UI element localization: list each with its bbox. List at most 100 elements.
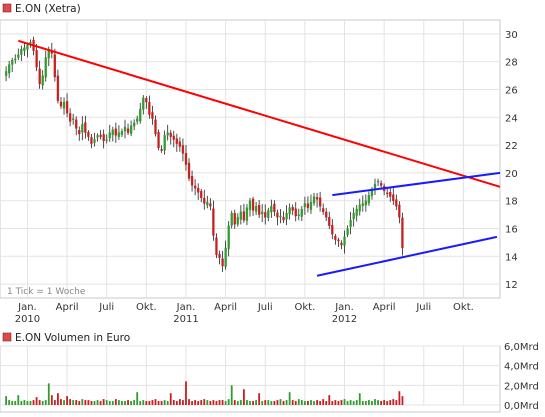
candle-up	[288, 207, 291, 215]
volume-bar	[380, 401, 382, 405]
candle-down	[53, 54, 57, 78]
volume-bar	[377, 400, 379, 405]
candle-down	[251, 198, 255, 211]
candle-down	[157, 131, 160, 149]
x-tick-label: April	[373, 302, 396, 313]
volume-bar	[145, 401, 148, 405]
candle-up	[297, 214, 300, 217]
volume-bar	[172, 400, 175, 405]
price-y-tick-label: 26	[505, 86, 518, 97]
volume-bar	[300, 400, 303, 405]
candle-down	[291, 207, 294, 211]
candle-up	[142, 97, 145, 110]
candle-up	[355, 208, 358, 216]
trend-line-channel-upper	[332, 171, 501, 197]
volume-bar	[194, 400, 197, 405]
candle-down	[276, 212, 279, 218]
tick-note: 1 Tick = 1 Woche	[7, 287, 86, 297]
candle-down	[273, 203, 276, 212]
candle-down	[38, 68, 41, 85]
candle-down	[68, 113, 72, 122]
candle-down	[318, 197, 322, 207]
volume-y-tick-label: 0,0Mrd	[504, 401, 539, 412]
candle-down	[35, 50, 38, 68]
candle-down	[389, 192, 392, 197]
volume-bar	[221, 400, 224, 405]
candle-up	[309, 201, 313, 210]
candle-down	[175, 138, 178, 144]
volume-bar	[243, 389, 245, 405]
volume-bar	[364, 401, 367, 405]
candle-down	[154, 119, 157, 135]
candle-up	[23, 47, 26, 52]
volume-bar	[371, 401, 373, 405]
volume-bar	[53, 400, 56, 405]
volume-bar	[29, 401, 32, 405]
x-tick-label: Jan.	[17, 302, 37, 313]
candle-down	[233, 213, 236, 225]
x-tick-label: April	[214, 302, 237, 313]
price-y-axis: 12 14 16 18 20 22 24 26 28 30	[505, 30, 518, 291]
x-tick-label: Juli	[257, 302, 273, 313]
volume-bar	[227, 399, 230, 405]
candle-up	[279, 215, 282, 218]
x-tick-year-label: 2010	[15, 314, 40, 325]
volume-bar	[255, 400, 257, 405]
candle-down	[187, 162, 191, 179]
candle-up	[11, 60, 14, 65]
candle-down	[90, 137, 93, 144]
candle-up	[44, 57, 47, 78]
candle-up	[352, 213, 355, 220]
volume-bar	[282, 401, 285, 405]
candle-down	[172, 135, 175, 140]
price-y-tick-label: 12	[505, 280, 518, 291]
candle-down	[184, 153, 188, 165]
volume-bar	[38, 400, 41, 405]
candle-up	[230, 213, 233, 226]
candle-up	[349, 220, 352, 227]
volume-bar	[230, 385, 233, 405]
volume-bar	[148, 401, 151, 405]
volume-bar	[200, 400, 203, 405]
volume-bar	[160, 401, 163, 405]
candle-up	[8, 64, 11, 74]
volume-bar	[218, 400, 221, 405]
volume-bar	[392, 399, 395, 405]
volume-bar	[334, 400, 337, 405]
volume-bar	[5, 396, 7, 405]
volume-bar	[267, 400, 270, 405]
volume-bar	[87, 400, 90, 405]
volume-bar	[96, 400, 99, 405]
candle-up	[26, 44, 29, 50]
volume-bar	[398, 391, 401, 405]
volume-bar	[182, 400, 184, 405]
volume-bar	[90, 401, 93, 405]
volume-bar	[239, 400, 242, 405]
price-legend-square	[2, 3, 12, 13]
candle-up	[4, 71, 8, 76]
volume-bar	[105, 400, 108, 405]
volume-bar	[63, 400, 65, 405]
candle-up	[343, 236, 346, 246]
volume-bar	[261, 401, 264, 405]
candle-up	[270, 206, 273, 213]
volume-bar	[75, 400, 78, 405]
volume-bar	[212, 400, 215, 405]
candle-up	[239, 211, 242, 220]
volume-bar	[108, 401, 111, 405]
price-panel-frame	[0, 19, 501, 299]
x-tick-label: Okt.	[453, 302, 474, 313]
candle-down	[56, 75, 60, 101]
volume-chart-title: E.ON Volumen in Euro	[15, 332, 130, 344]
volume-bar	[258, 393, 261, 405]
candle-down	[148, 102, 151, 115]
candle-down	[315, 197, 319, 200]
candle-down	[145, 98, 148, 103]
price-chart-title: E.ON (Xetra)	[15, 3, 81, 15]
volume-bar	[310, 400, 312, 405]
candle-up	[136, 118, 139, 122]
candle-down	[59, 101, 63, 107]
candle-up	[133, 122, 136, 127]
x-tick-label: April	[56, 302, 79, 313]
